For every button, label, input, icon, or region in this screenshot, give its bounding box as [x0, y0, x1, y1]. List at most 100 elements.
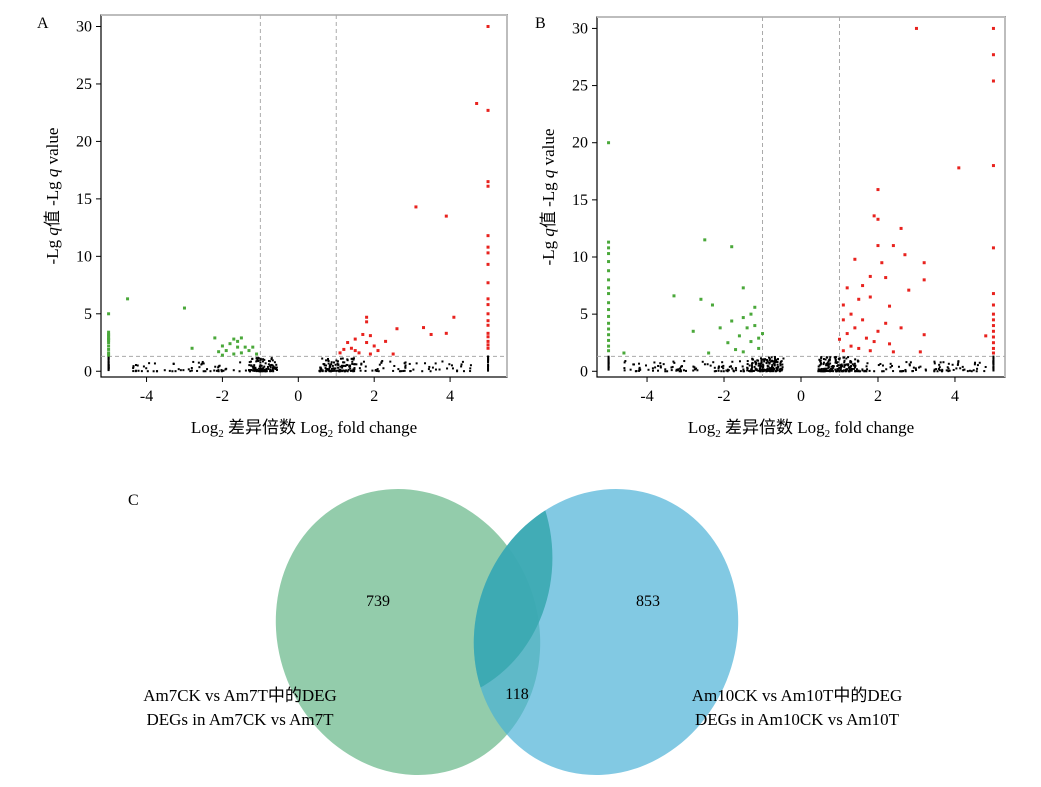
up-point [342, 347, 346, 351]
ns-point [861, 368, 864, 371]
up-point [991, 164, 995, 168]
ns-point [873, 370, 876, 373]
up-point [903, 253, 907, 257]
y-tick-label-b-6: 30 [572, 20, 588, 37]
ns-point [972, 369, 975, 372]
ns-point [767, 361, 770, 364]
ns-point [409, 370, 412, 373]
down-point [107, 353, 111, 357]
ns-point [623, 369, 626, 372]
ns-point [342, 364, 345, 367]
ns-point [890, 364, 893, 367]
ns-point [607, 357, 610, 360]
ns-point [253, 366, 256, 369]
ns-point [843, 359, 846, 362]
down-point [232, 352, 236, 356]
ns-point [251, 369, 254, 372]
ns-point [693, 368, 696, 371]
up-point [486, 312, 490, 316]
ns-point [638, 369, 641, 372]
ns-point [966, 370, 969, 373]
ns-point [738, 360, 741, 363]
ns-point [915, 368, 918, 371]
ns-point [834, 360, 837, 363]
ns-point [273, 361, 276, 364]
ns-point [772, 366, 775, 369]
ns-point [865, 365, 868, 368]
ns-point [683, 360, 686, 363]
ns-point [429, 370, 432, 373]
venn-left-label-line2: DEGs in Am7CK vs Am7T [146, 710, 334, 729]
ns-point [434, 362, 437, 365]
up-point [368, 352, 372, 356]
ns-point [952, 368, 955, 371]
ns-point [759, 363, 762, 366]
up-point [891, 350, 895, 354]
up-point [991, 312, 995, 316]
up-point [868, 349, 872, 353]
ns-point [342, 369, 345, 372]
up-point [486, 234, 490, 238]
up-point [384, 339, 388, 343]
ns-point [319, 366, 322, 369]
ns-point [204, 370, 207, 373]
down-point [107, 338, 111, 342]
ns-point [933, 360, 936, 363]
ns-point [679, 367, 682, 370]
ns-point [866, 362, 869, 365]
up-point [368, 334, 372, 338]
ns-point [389, 360, 392, 363]
ns-point [942, 361, 945, 364]
ns-point [202, 362, 205, 365]
ns-point [347, 368, 350, 371]
ns-point [659, 366, 662, 369]
up-point [991, 335, 995, 339]
ns-point [323, 364, 326, 367]
venn-right-count: 853 [636, 593, 660, 610]
ns-point [607, 366, 610, 369]
ns-point [378, 363, 381, 366]
down-point [217, 350, 221, 354]
ns-point [266, 365, 269, 368]
ns-point [762, 368, 765, 371]
ns-point [333, 369, 336, 372]
ns-point [220, 370, 223, 373]
up-point [486, 319, 490, 323]
ns-point [213, 369, 216, 372]
ns-point [750, 364, 753, 367]
ns-point [132, 365, 135, 368]
up-point [486, 24, 490, 28]
ns-point [657, 369, 660, 372]
down-point [741, 316, 745, 320]
down-point [607, 308, 611, 312]
down-point [182, 306, 186, 310]
ns-point [671, 365, 674, 368]
up-point [957, 166, 961, 170]
ns-point [764, 358, 767, 361]
ns-point [781, 366, 784, 369]
down-point [726, 341, 730, 345]
ns-point [842, 356, 845, 359]
up-point [353, 349, 357, 353]
ns-point [899, 370, 902, 373]
up-point [391, 352, 395, 356]
ns-point [177, 368, 180, 371]
ns-point [978, 361, 981, 364]
up-point [876, 244, 880, 248]
ns-point [263, 365, 266, 368]
ns-point [938, 363, 941, 366]
up-point [899, 226, 903, 230]
ns-point [343, 370, 346, 373]
ns-point [460, 363, 463, 366]
up-point [376, 349, 380, 353]
down-point [730, 245, 734, 249]
ns-point [757, 362, 760, 365]
ns-point [817, 365, 820, 368]
ns-point [763, 360, 766, 363]
ns-point [696, 369, 699, 372]
ns-point [653, 361, 656, 364]
ns-point [834, 356, 837, 359]
ns-point [469, 364, 472, 367]
ns-point [623, 367, 626, 370]
ns-point [822, 358, 825, 361]
